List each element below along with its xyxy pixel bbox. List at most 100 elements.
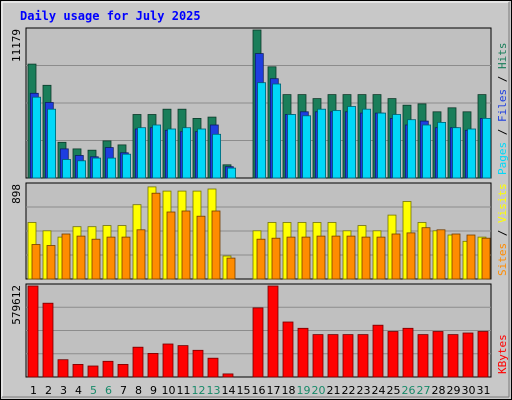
x-tick-label: 20 — [312, 384, 326, 397]
bar-kbytes-day-31 — [477, 331, 489, 378]
x-tick-label: 12 — [192, 384, 206, 397]
x-tick-label: 24 — [372, 384, 386, 397]
bar-kbytes-day-11 — [177, 345, 189, 378]
panel-3: 579612 KBytes — [10, 283, 509, 378]
bar-kbytes-day-20 — [312, 334, 324, 378]
bar-kbytes-day-26 — [402, 327, 414, 378]
bar-pages-day-17 — [272, 83, 282, 179]
legend-files: Files — [496, 89, 509, 122]
legend-separator: / — [496, 122, 509, 142]
x-tick-label: 17 — [267, 384, 281, 397]
bar-pages-day-1 — [32, 96, 42, 179]
bar-sites-day-27 — [421, 227, 431, 280]
bar-kbytes-day-12 — [192, 349, 204, 378]
x-tick-label: 31 — [477, 384, 491, 397]
bar-kbytes-day-13 — [207, 357, 219, 378]
series-legend: KBytes — [496, 334, 509, 374]
bar-sites-day-14 — [226, 257, 236, 280]
bar-pages-day-13 — [212, 133, 222, 179]
bar-pages-day-19 — [302, 115, 312, 179]
bar-pages-day-26 — [407, 119, 417, 179]
x-tick-label: 2 — [45, 384, 52, 397]
bar-kbytes-day-25 — [387, 331, 399, 378]
bar-pages-day-31 — [482, 118, 492, 179]
bar-pages-day-16 — [257, 82, 267, 179]
bar-kbytes-day-17 — [267, 285, 279, 378]
bar-sites-day-6 — [106, 236, 116, 280]
x-tick-label: 1 — [30, 384, 37, 397]
y-max-label: 579612 — [10, 285, 23, 325]
bar-sites-day-10 — [166, 211, 176, 280]
bar-sites-day-21 — [331, 235, 341, 280]
x-tick-label: 9 — [150, 384, 157, 397]
bar-kbytes-day-27 — [417, 334, 429, 378]
bar-pages-day-12 — [197, 128, 207, 179]
bar-pages-day-6 — [107, 157, 116, 179]
bar-pages-day-24 — [377, 112, 387, 179]
bar-sites-day-23 — [361, 236, 371, 280]
bar-sites-day-26 — [406, 232, 416, 280]
bar-kbytes-day-8 — [132, 346, 144, 378]
legend-hits: Hits — [496, 43, 509, 70]
bar-pages-day-5 — [92, 157, 101, 179]
bar-pages-day-22 — [347, 106, 357, 179]
bar-pages-day-29 — [452, 127, 462, 179]
bar-kbytes-day-2 — [42, 302, 54, 378]
bar-pages-day-23 — [362, 108, 372, 179]
x-tick-label: 28 — [432, 384, 446, 397]
x-tick-label: 5 — [90, 384, 97, 397]
bar-sites-day-5 — [91, 238, 101, 280]
x-tick-label: 6 — [105, 384, 112, 397]
y-max-label: 11179 — [10, 29, 23, 62]
x-tick-label: 3 — [60, 384, 67, 397]
bar-sites-day-8 — [136, 229, 146, 280]
y-max-label: 898 — [10, 184, 23, 204]
bar-kbytes-day-5 — [87, 365, 99, 378]
bar-sites-day-28 — [436, 229, 446, 280]
bar-pages-day-30 — [467, 128, 477, 179]
x-tick-label: 16 — [252, 384, 266, 397]
bar-pages-day-20 — [317, 108, 327, 179]
bar-pages-day-14 — [227, 167, 237, 179]
bar-sites-day-30 — [466, 234, 476, 280]
bar-pages-day-28 — [437, 122, 447, 179]
bar-sites-day-17 — [271, 237, 281, 280]
bar-sites-day-19 — [301, 236, 311, 280]
bar-kbytes-day-30 — [462, 332, 474, 378]
bar-sites-day-29 — [451, 233, 461, 280]
x-tick-label: 18 — [282, 384, 296, 397]
bar-sites-day-11 — [181, 210, 191, 280]
bar-sites-day-12 — [196, 215, 206, 280]
bar-pages-day-11 — [182, 127, 192, 179]
bar-sites-day-9 — [151, 192, 161, 280]
x-tick-label: 26 — [402, 384, 416, 397]
x-tick-label: 15 — [237, 384, 251, 397]
x-tick-label: 23 — [357, 384, 371, 397]
bar-kbytes-day-22 — [342, 334, 354, 378]
bar-sites-day-25 — [391, 233, 401, 280]
bar-kbytes-day-18 — [282, 321, 294, 378]
bar-kbytes-day-7 — [117, 363, 129, 378]
x-tick-label: 19 — [297, 384, 311, 397]
bar-pages-day-4 — [77, 160, 86, 179]
chart-panels: 11179 Pages / Files / Hits 898 Sites / Visi… — [10, 27, 509, 378]
bar-kbytes-day-9 — [147, 352, 159, 378]
legend-visits: Visits — [496, 183, 509, 223]
bar-kbytes-day-3 — [57, 359, 69, 378]
bar-sites-day-13 — [211, 210, 221, 280]
bar-sites-day-31 — [481, 237, 491, 280]
x-tick-label: 29 — [447, 384, 461, 397]
bar-pages-day-21 — [332, 110, 342, 179]
bar-kbytes-day-16 — [252, 307, 264, 378]
bar-sites-day-2 — [46, 245, 56, 280]
bar-pages-day-7 — [122, 153, 131, 179]
bar-sites-day-24 — [376, 236, 386, 280]
bar-kbytes-day-19 — [297, 327, 309, 378]
legend-separator: / — [496, 223, 509, 243]
panel-2: 898 Sites / Visits — [10, 182, 509, 280]
x-tick-label: 13 — [207, 384, 221, 397]
x-tick-label: 14 — [222, 384, 236, 397]
bar-sites-day-4 — [76, 235, 86, 280]
